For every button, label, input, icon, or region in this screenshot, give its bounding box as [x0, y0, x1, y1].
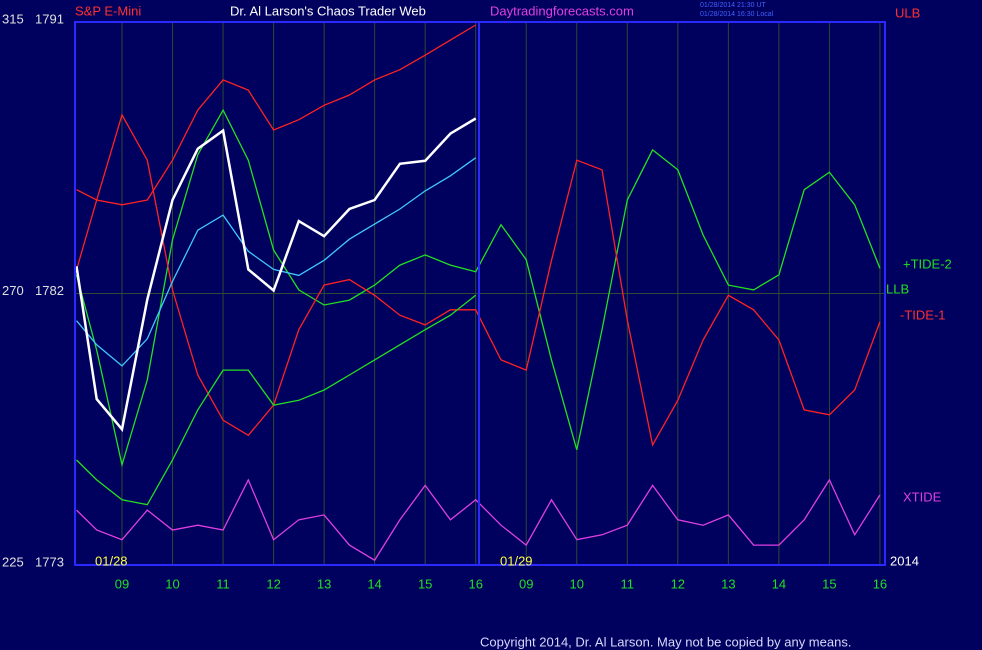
x-tick-label: 16: [873, 576, 887, 591]
series-label: ULB: [895, 5, 920, 20]
x-tick-label: 12: [266, 576, 280, 591]
timestamp: 01/28/2014 21:30 UT: [700, 2, 766, 9]
x-tick-label: 14: [367, 576, 381, 591]
x-tick-label: 15: [822, 576, 836, 591]
y-tick-label: 270: [2, 283, 24, 298]
x-tick-label: 15: [418, 576, 432, 591]
timestamp: 01/28/2014 16:30 Local: [700, 11, 774, 18]
series-line: [75, 117, 477, 433]
website: Daytradingforecasts.com: [490, 3, 634, 18]
date-label: 01/28: [95, 553, 128, 568]
x-tick-label: 09: [115, 576, 129, 591]
x-tick-label: 13: [721, 576, 735, 591]
x-tick-label: 11: [216, 576, 230, 591]
series-label: LLB: [886, 281, 909, 296]
series-label: XTIDE: [903, 489, 942, 504]
series-label: +TIDE-2: [903, 256, 952, 271]
x-tick-label: 09: [519, 576, 533, 591]
series-line: [76, 478, 881, 562]
x-tick-label: 10: [570, 576, 584, 591]
copyright: Copyright 2014, Dr. Al Larson. May not b…: [480, 634, 851, 649]
series-line: [76, 24, 477, 206]
series-line: [76, 294, 477, 506]
x-tick-label: 10: [165, 576, 179, 591]
x-tick-label: 13: [317, 576, 331, 591]
series-line: [75, 113, 881, 447]
lines: [75, 24, 881, 562]
series-line: [75, 108, 881, 468]
date-label: 01/29: [500, 553, 533, 568]
y2-tick-label: 1791: [35, 11, 64, 26]
x-tick-label: 11: [621, 576, 635, 591]
y2-tick-label: 1773: [35, 554, 64, 569]
chart-title: Dr. Al Larson's Chaos Trader Web: [230, 3, 426, 18]
series-label: -TIDE-1: [900, 307, 946, 322]
x-tick-label: 16: [468, 576, 482, 591]
y-tick-label: 315: [2, 11, 24, 26]
date-label: 2014: [890, 553, 919, 568]
x-tick-label: 12: [671, 576, 685, 591]
y2-tick-label: 1782: [35, 283, 64, 298]
instrument-label: S&P E-Mini: [75, 3, 141, 18]
x-tick-label: 14: [772, 576, 786, 591]
y-tick-label: 225: [2, 554, 24, 569]
